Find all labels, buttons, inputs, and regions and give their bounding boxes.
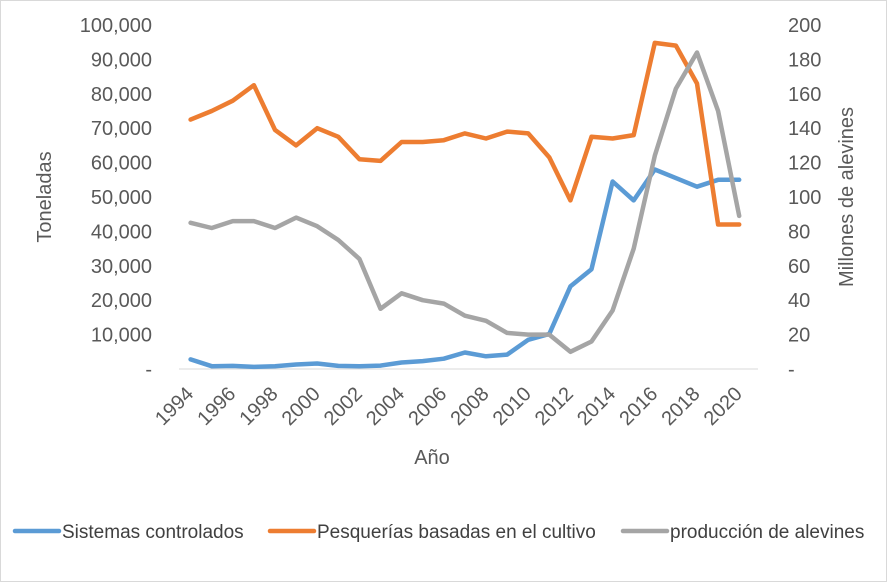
legend-label: Pesquerías basadas en el cultivo (317, 522, 596, 543)
x-tick-label: 2012 (531, 383, 578, 430)
x-tick-label: 2016 (615, 383, 662, 430)
y-left-tick-label: 60,000 (91, 153, 152, 175)
x-tick-label: 2020 (700, 383, 747, 430)
series-layer (188, 40, 742, 370)
x-axis-title: Año (414, 447, 450, 469)
y-left-tick-label: 100,000 (80, 15, 152, 37)
series-line-3 (188, 50, 742, 355)
y-right-tick-label: 40 (788, 290, 810, 312)
series-line-1 (188, 167, 742, 370)
x-tick-label: 1994 (151, 383, 198, 430)
y-left-tick-label: - (145, 359, 152, 381)
y-right-tick-label: 80 (788, 221, 810, 243)
x-tick-label: 2004 (362, 383, 409, 430)
series-line-2 (188, 40, 742, 227)
y-left-tick-label: 30,000 (91, 256, 152, 278)
x-tick-label: 1998 (236, 383, 283, 430)
x-tick-label: 2008 (447, 383, 494, 430)
left-axis-ticks: - 10,000 20,000 30,000 40,000 50,000 60,000 70,… (80, 15, 152, 381)
y-right-tick-label: 20 (788, 325, 810, 347)
y-right-tick-label: - (788, 359, 795, 381)
y-right-tick-label: 120 (788, 153, 821, 175)
x-tick-label: 2014 (573, 383, 620, 430)
y-left-tick-label: 10,000 (91, 325, 152, 347)
legend-label: Sistemas controlados (62, 522, 244, 543)
x-tick-label: 2000 (278, 383, 325, 430)
y-right-tick-label: 200 (788, 15, 821, 37)
y-right-tick-label: 160 (788, 84, 821, 106)
legend-label: producción de alevines (670, 522, 864, 543)
y-right-tick-label: 140 (788, 118, 821, 140)
y-right-tick-label: 60 (788, 256, 810, 278)
y-left-tick-label: 80,000 (91, 84, 152, 106)
y-left-tick-label: 90,000 (91, 49, 152, 71)
y-left-tick-label: 50,000 (91, 187, 152, 209)
x-tick-label: 2006 (404, 383, 451, 430)
y-left-tick-label: 20,000 (91, 290, 152, 312)
y-right-tick-label: 180 (788, 49, 821, 71)
y-left-tick-label: 70,000 (91, 118, 152, 140)
x-tick-label: 2010 (489, 383, 536, 430)
legend: Sistemas controlados Pesquerías basadas e… (12, 522, 864, 543)
x-axis-ticks: 1994199619982000200220042006200820102012… (151, 383, 747, 430)
x-tick-label: 2002 (320, 383, 367, 430)
y-axis-left-title: Toneladas (34, 151, 56, 242)
y-right-tick-label: 100 (788, 187, 821, 209)
x-tick-label: 1996 (193, 383, 240, 430)
y-left-tick-label: 40,000 (91, 221, 152, 243)
y-axis-right-title: Millones de alevines (836, 107, 858, 287)
right-axis-ticks: - 20 40 60 80 100 120 140 160 180 200 (788, 15, 821, 381)
x-tick-label: 2018 (658, 383, 705, 430)
